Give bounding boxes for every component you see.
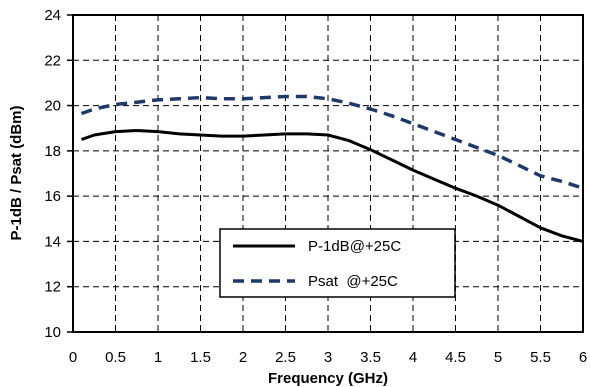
x-tick-label: 5 bbox=[494, 349, 502, 366]
x-tick-label: 3 bbox=[324, 349, 332, 366]
x-tick-label: 0.5 bbox=[105, 349, 126, 366]
y-tick-label: 10 bbox=[44, 324, 61, 341]
y-tick-label: 16 bbox=[44, 188, 61, 205]
y-tick-label: 14 bbox=[44, 233, 61, 250]
x-tick-label: 2 bbox=[239, 349, 247, 366]
x-tick-label: 6 bbox=[579, 349, 587, 366]
legend: P-1dB@+25C Psat @+25C bbox=[219, 228, 456, 298]
x-tick-label: 2.5 bbox=[275, 349, 296, 366]
x-tick-label: 4 bbox=[409, 349, 417, 366]
x-tick-label: 4.5 bbox=[445, 349, 466, 366]
x-tick-labels: 0 0.5 1 1.5 2 2.5 3 3.5 4 4.5 5 5.5 6 bbox=[69, 349, 587, 366]
legend-label-psat: Psat @+25C bbox=[308, 273, 398, 290]
legend-label-p1db: P-1dB@+25C bbox=[308, 238, 401, 255]
x-tick-label: 1.5 bbox=[190, 349, 211, 366]
y-axis-title: P-1dB / Psat (dBm) bbox=[8, 105, 25, 240]
y-tick-label: 20 bbox=[44, 98, 61, 115]
y-tick-label: 22 bbox=[44, 52, 61, 69]
x-tick-label: 0 bbox=[69, 349, 77, 366]
x-tick-label: 5.5 bbox=[530, 349, 551, 366]
series-group bbox=[80, 94, 584, 243]
x-tick-label: 3.5 bbox=[360, 349, 381, 366]
y-tick-label: 12 bbox=[44, 279, 61, 296]
p1db-line bbox=[81, 129, 584, 243]
legend-box bbox=[219, 228, 456, 298]
plot-frame bbox=[72, 14, 584, 333]
psat-line bbox=[80, 94, 584, 190]
y-tick-labels: 10 12 14 16 18 20 22 24 bbox=[44, 7, 73, 341]
x-axis-title: Frequency (GHz) bbox=[268, 370, 388, 387]
x-tick-label: 1 bbox=[154, 349, 162, 366]
y-tick-label: 18 bbox=[44, 143, 61, 160]
y-tick-label: 24 bbox=[44, 7, 61, 24]
